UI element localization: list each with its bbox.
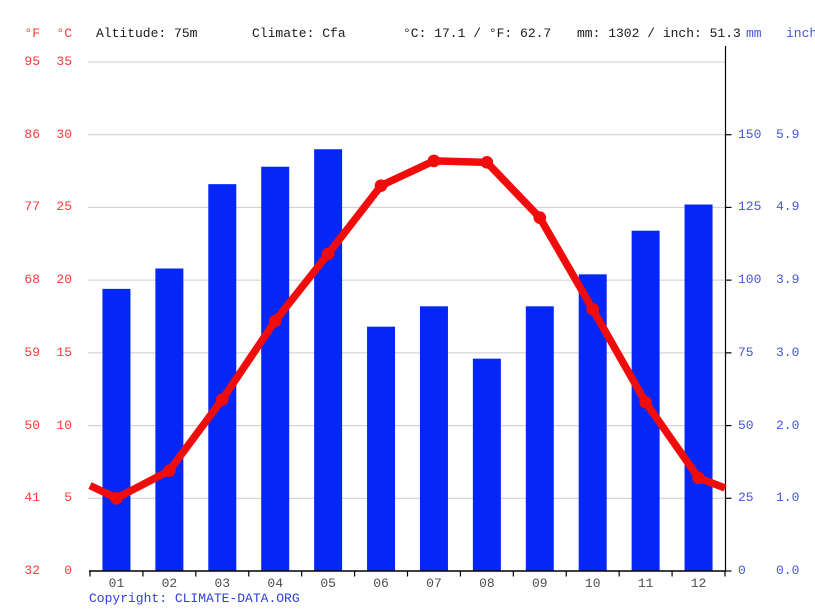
precip-bar-10 xyxy=(578,274,607,571)
temperature-point-05 xyxy=(321,247,335,261)
mm-unit-label: mm xyxy=(746,26,762,41)
month-label-08: 08 xyxy=(479,576,495,591)
celsius-tick-label: 25 xyxy=(56,199,72,214)
altitude-label: Altitude: 75m xyxy=(96,26,198,41)
fahrenheit-tick-label: 59 xyxy=(24,345,40,360)
month-label-04: 04 xyxy=(267,576,283,591)
month-label-01: 01 xyxy=(108,576,125,591)
annual-temperature-summary: °C: 17.1 / °F: 62.7 xyxy=(403,26,552,41)
fahrenheit-tick-label: 77 xyxy=(24,199,40,214)
temperature-line xyxy=(88,157,727,503)
climate-data-org-link[interactable]: CLIMATE-DATA.ORG xyxy=(174,591,300,606)
precip-bar-09 xyxy=(525,306,554,571)
mm-tick-label: 150 xyxy=(738,127,762,142)
fahrenheit-tick-label: 32 xyxy=(24,563,40,578)
temperature-point-12 xyxy=(692,471,705,485)
precip-bar-08 xyxy=(472,358,501,571)
month-label-07: 07 xyxy=(426,576,442,591)
celsius-tick-label: 20 xyxy=(56,272,72,287)
mm-tick-label: 25 xyxy=(738,490,754,505)
copyright-line: Copyright: CLIMATE-DATA.ORG xyxy=(89,592,300,606)
month-label-12: 12 xyxy=(690,576,707,591)
celsius-unit-label: °C xyxy=(56,26,72,41)
copyright-prefix: Copyright: xyxy=(89,591,175,606)
temperature-point-01 xyxy=(110,491,123,505)
month-label-03: 03 xyxy=(214,576,231,591)
temperature-point-07 xyxy=(427,154,441,168)
month-label-10: 10 xyxy=(584,576,601,591)
precip-bar-01 xyxy=(102,288,131,571)
month-label-02: 02 xyxy=(161,576,178,591)
mm-tick-label: 100 xyxy=(738,272,762,287)
inch-tick-label: 5.9 xyxy=(776,127,800,142)
temperature-point-09 xyxy=(533,211,547,224)
mm-tick-label: 75 xyxy=(738,345,754,360)
fahrenheit-tick-label: 86 xyxy=(24,127,40,142)
temperature-point-03 xyxy=(215,393,229,406)
month-label-09: 09 xyxy=(531,576,548,591)
annual-precipitation-summary: mm: 1302 / inch: 51.3 xyxy=(577,26,741,41)
inch-unit-label: inch xyxy=(786,26,815,41)
precip-bar-03 xyxy=(208,184,237,571)
inch-tick-label: 3.0 xyxy=(776,345,800,360)
celsius-tick-label: 35 xyxy=(56,54,72,69)
precip-bar-07 xyxy=(419,306,448,571)
mm-tick-label: 125 xyxy=(738,199,762,214)
temperature-point-11 xyxy=(639,396,652,409)
celsius-tick-label: 10 xyxy=(56,418,72,433)
precip-bar-02 xyxy=(155,268,184,571)
precip-bar-05 xyxy=(314,149,343,571)
fahrenheit-tick-label: 50 xyxy=(24,418,40,433)
temperature-point-04 xyxy=(268,314,282,328)
celsius-tick-label: 15 xyxy=(56,345,72,360)
precip-bar-04 xyxy=(261,166,290,572)
month-label-05: 05 xyxy=(320,576,336,591)
month-label-06: 06 xyxy=(373,576,389,591)
inch-tick-label: 3.9 xyxy=(776,272,800,287)
inch-tick-label: 4.9 xyxy=(776,199,800,214)
temperature-point-10 xyxy=(586,302,600,316)
temperature-point-06 xyxy=(374,179,388,192)
celsius-tick-label: 30 xyxy=(56,127,72,142)
month-label-11: 11 xyxy=(637,576,654,591)
climate-classification-label: Climate: Cfa xyxy=(252,26,346,41)
temperature-point-02 xyxy=(163,464,176,477)
precip-bar-12 xyxy=(684,204,713,571)
inch-tick-label: 1.0 xyxy=(776,490,800,505)
celsius-tick-label: 0 xyxy=(64,563,72,578)
mm-tick-label: 50 xyxy=(738,418,754,433)
celsius-tick-label: 5 xyxy=(64,490,72,505)
precip-bar-06 xyxy=(367,326,396,571)
mm-tick-label: 0 xyxy=(738,563,746,578)
inch-tick-label: 2.0 xyxy=(776,418,800,433)
fahrenheit-tick-label: 95 xyxy=(24,54,40,69)
fahrenheit-tick-label: 41 xyxy=(24,490,40,505)
temperature-point-08 xyxy=(480,156,494,169)
fahrenheit-unit-label: °F xyxy=(24,26,40,41)
fahrenheit-tick-label: 68 xyxy=(24,272,40,287)
inch-tick-label: 0.0 xyxy=(776,563,800,578)
